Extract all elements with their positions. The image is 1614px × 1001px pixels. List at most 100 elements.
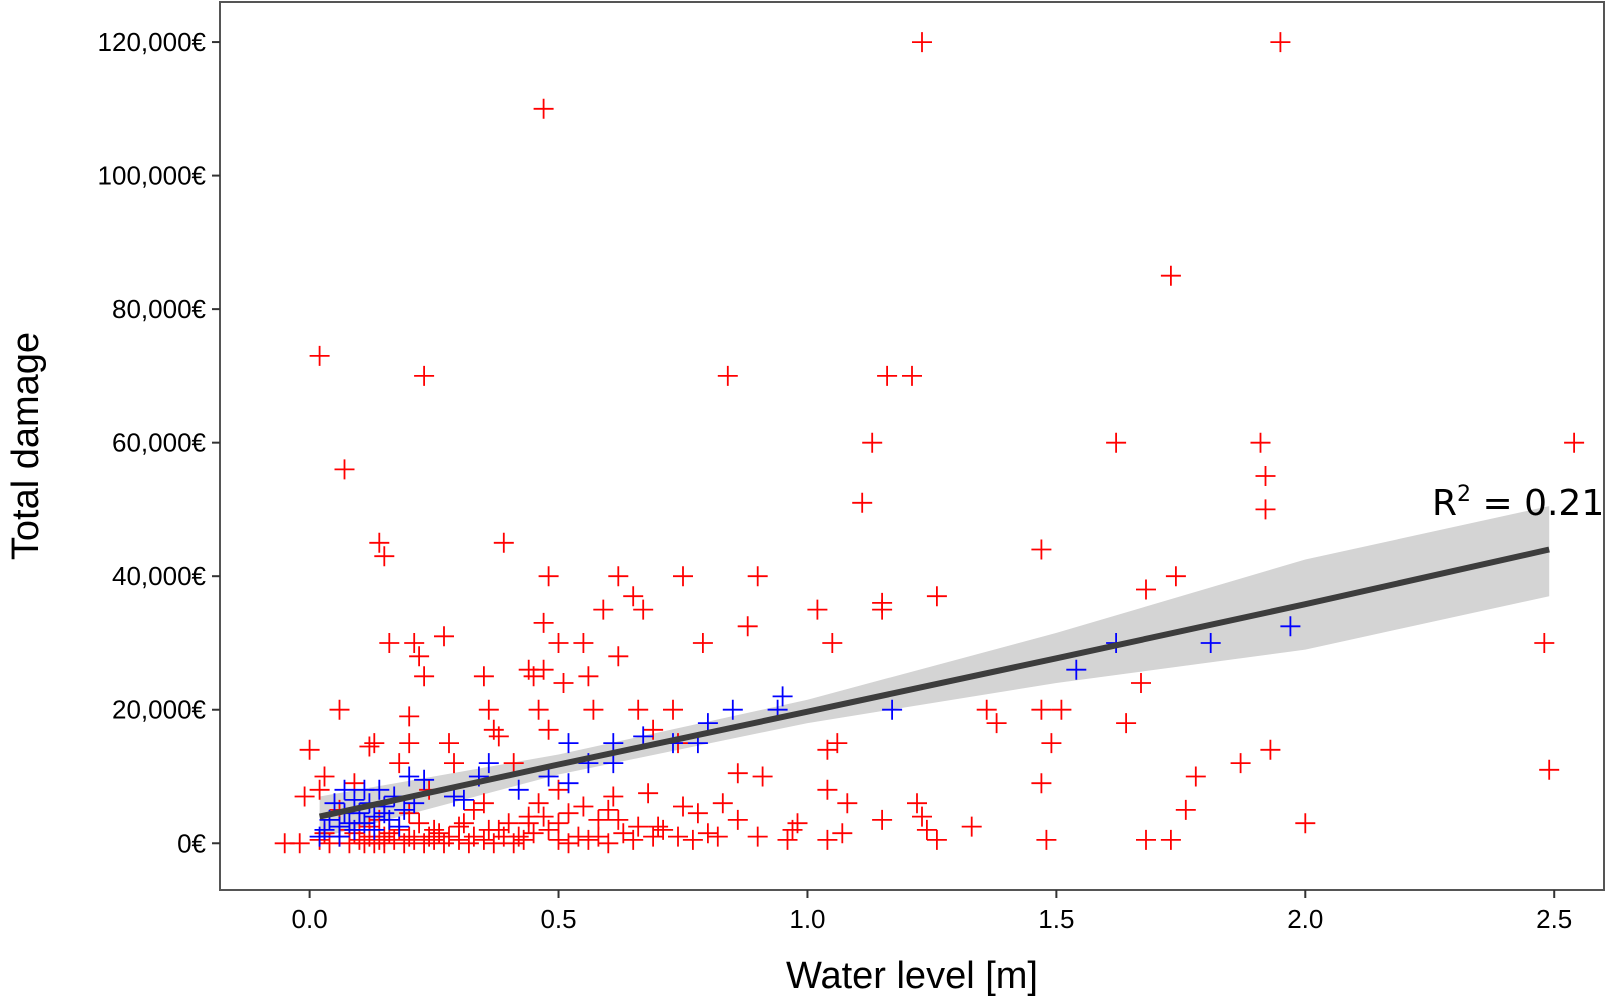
- data-point-blue: [558, 773, 579, 794]
- data-point-red: [1185, 766, 1206, 787]
- data-point-red: [399, 733, 420, 754]
- data-point-red: [463, 826, 484, 847]
- data-point-red: [414, 365, 435, 386]
- data-point-red: [877, 365, 898, 386]
- data-point-blue: [772, 686, 793, 707]
- data-point-red: [309, 345, 330, 366]
- data-point-blue: [1280, 616, 1301, 637]
- data-point-blue: [1066, 659, 1087, 680]
- data-point-red: [309, 779, 330, 800]
- data-point-red: [817, 829, 838, 850]
- data-point-red: [817, 779, 838, 800]
- fit-line-layer: [318, 546, 1550, 820]
- data-point-red: [374, 546, 395, 567]
- data-point-red: [548, 829, 569, 850]
- data-point-red: [1165, 566, 1186, 587]
- data-point-red: [1136, 579, 1156, 600]
- data-point-red: [488, 819, 509, 840]
- data-point-red: [444, 753, 464, 774]
- confidence-band: [319, 506, 1550, 838]
- y-tick-label: 100,000€: [98, 161, 207, 191]
- data-point-red: [663, 699, 683, 720]
- data-point-red: [872, 592, 893, 613]
- data-point-red: [533, 98, 554, 119]
- plot-background: [220, 2, 1604, 890]
- data-point-red: [449, 816, 469, 837]
- data-point-red: [299, 739, 320, 760]
- data-point-blue: [633, 726, 654, 747]
- x-tick-label: 2.0: [1287, 904, 1323, 934]
- data-point-red: [727, 809, 748, 830]
- data-point-red: [1255, 466, 1276, 486]
- data-point-red: [648, 816, 669, 837]
- data-point-red: [862, 432, 883, 453]
- data-point-blue: [354, 779, 375, 800]
- data-point-red: [384, 829, 405, 850]
- data-point-red: [334, 459, 355, 480]
- data-point-red: [553, 673, 574, 693]
- data-point-red: [692, 633, 713, 653]
- x-tick-label: 2.5: [1536, 904, 1572, 934]
- y-tick-label: 40,000€: [112, 561, 207, 591]
- data-point-red: [379, 633, 400, 653]
- data-point-red: [1051, 699, 1072, 720]
- data-point-red: [453, 813, 474, 834]
- data-point-red: [573, 633, 594, 653]
- data-point-red: [1250, 432, 1271, 453]
- data-point-red: [1031, 773, 1052, 794]
- data-point-red: [399, 706, 420, 727]
- data-point-red: [1131, 673, 1151, 693]
- data-point-red: [493, 532, 514, 553]
- data-point-red: [717, 365, 738, 386]
- data-point-red: [439, 733, 459, 754]
- data-point-red: [727, 763, 748, 784]
- data-point-red: [369, 532, 390, 553]
- data-point-blue: [558, 733, 579, 754]
- data-point-red: [912, 806, 932, 827]
- data-point-red: [682, 829, 703, 850]
- data-point-red: [533, 806, 554, 827]
- data-point-red: [434, 626, 454, 647]
- data-point-red: [916, 819, 937, 840]
- data-point-blue: [603, 733, 624, 754]
- data-point-red: [503, 833, 524, 854]
- data-point-red: [478, 699, 499, 720]
- data-point-red: [538, 566, 559, 587]
- data-point-red: [528, 793, 549, 814]
- data-point-red: [439, 826, 459, 847]
- r-squared-value: = 0.21: [1471, 483, 1604, 524]
- data-point-red: [289, 833, 310, 854]
- data-point-red: [473, 666, 494, 687]
- x-tick-label: 0.0: [292, 904, 328, 934]
- data-point-blue: [364, 819, 385, 840]
- data-point-red: [603, 786, 624, 807]
- data-point-red: [643, 826, 664, 847]
- data-point-red: [752, 766, 773, 787]
- data-point-blue: [329, 826, 350, 847]
- data-point-red: [986, 713, 1007, 734]
- data-point-red: [1270, 32, 1291, 53]
- data-point-red: [1175, 799, 1196, 820]
- data-point-red: [578, 666, 599, 687]
- data-point-red: [399, 803, 420, 824]
- data-point-red: [523, 823, 544, 844]
- data-point-red: [1160, 829, 1181, 850]
- data-point-red: [832, 823, 853, 844]
- data-point-red: [588, 809, 609, 830]
- data-point-red: [1036, 829, 1057, 850]
- data-point-blue: [334, 779, 355, 800]
- data-point-red: [608, 566, 629, 587]
- data-point-red: [314, 766, 335, 787]
- data-point-red: [1255, 499, 1276, 520]
- data-point-red: [414, 666, 435, 687]
- x-axis: 0.0 0.5 1.0 1.5 2.0 2.5: [292, 890, 1572, 934]
- data-point-red: [548, 813, 569, 834]
- data-point-red: [578, 829, 599, 850]
- data-point-blue: [508, 779, 529, 800]
- data-point-red: [623, 586, 644, 607]
- data-point-red: [1041, 733, 1062, 754]
- y-tick-label: 120,000€: [98, 27, 207, 57]
- data-point-red: [359, 736, 380, 757]
- data-point-blue: [722, 699, 743, 720]
